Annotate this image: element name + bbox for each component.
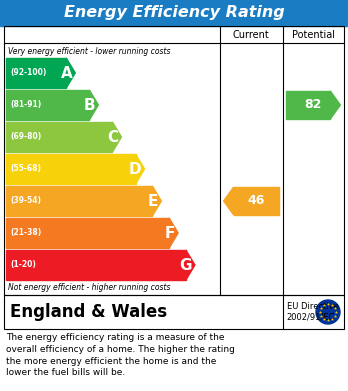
- Text: 46: 46: [248, 194, 265, 208]
- Text: Not energy efficient - higher running costs: Not energy efficient - higher running co…: [8, 283, 171, 292]
- Text: The energy efficiency rating is a measure of the
overall efficiency of a home. T: The energy efficiency rating is a measur…: [6, 333, 235, 377]
- Polygon shape: [169, 218, 178, 248]
- Bar: [6, 154, 135, 184]
- Text: (69-80): (69-80): [10, 133, 41, 142]
- Polygon shape: [112, 122, 121, 152]
- Text: E: E: [148, 194, 158, 208]
- Polygon shape: [66, 58, 75, 88]
- Text: Energy Efficiency Rating: Energy Efficiency Rating: [64, 5, 284, 20]
- Text: Very energy efficient - lower running costs: Very energy efficient - lower running co…: [8, 47, 171, 57]
- Text: (92-100): (92-100): [10, 68, 46, 77]
- Text: 2002/91/EC: 2002/91/EC: [287, 312, 335, 322]
- Text: EU Directive: EU Directive: [287, 302, 339, 311]
- Text: F: F: [165, 226, 175, 240]
- Text: A: A: [61, 66, 72, 81]
- Text: England & Wales: England & Wales: [10, 303, 167, 321]
- Text: (55-68): (55-68): [10, 165, 41, 174]
- Bar: [6, 218, 169, 248]
- Bar: [286, 91, 330, 119]
- Bar: [4, 295, 344, 329]
- Polygon shape: [186, 250, 195, 280]
- Bar: [6, 186, 152, 216]
- Text: G: G: [180, 258, 192, 273]
- Text: (39-54): (39-54): [10, 197, 41, 206]
- Bar: [234, 187, 279, 215]
- Circle shape: [316, 300, 340, 324]
- Bar: [6, 58, 66, 88]
- Polygon shape: [152, 186, 161, 216]
- Text: (21-38): (21-38): [10, 228, 41, 237]
- Text: (1-20): (1-20): [10, 260, 36, 269]
- Text: C: C: [107, 129, 118, 145]
- Polygon shape: [224, 187, 234, 215]
- Bar: [6, 122, 112, 152]
- Bar: [0, 0, 348, 26]
- Text: B: B: [84, 97, 95, 113]
- Bar: [4, 26, 344, 295]
- Text: (81-91): (81-91): [10, 100, 41, 109]
- Bar: [6, 90, 89, 120]
- Text: Current: Current: [233, 29, 270, 39]
- Text: Potential: Potential: [292, 29, 335, 39]
- Text: 82: 82: [305, 99, 322, 111]
- Polygon shape: [330, 91, 340, 119]
- Bar: [6, 250, 186, 280]
- Polygon shape: [89, 90, 98, 120]
- Polygon shape: [135, 154, 144, 184]
- Text: D: D: [129, 161, 142, 176]
